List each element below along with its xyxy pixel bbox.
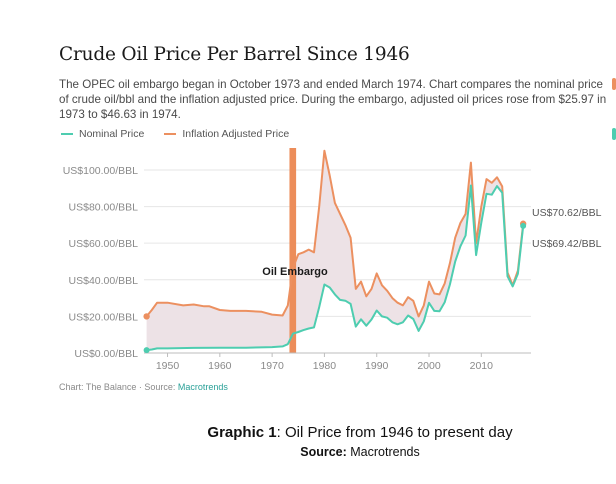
legend-label-adjusted: Inflation Adjusted Price bbox=[182, 128, 290, 140]
edge-marker-teal bbox=[612, 128, 616, 140]
y-tick-label-4: US$80.00/BBL bbox=[69, 202, 139, 214]
start-point-nominal bbox=[143, 347, 150, 354]
chart-subtitle: The OPEC oil embargo began in October 19… bbox=[59, 78, 607, 121]
caption-source-text: Macrotrends bbox=[346, 445, 420, 459]
start-point-adjusted bbox=[143, 313, 150, 320]
caption-text: : Oil Price from 1946 to present day bbox=[276, 424, 513, 441]
embargo-band bbox=[289, 148, 297, 353]
end-label-nominal: US$69.42/BBL bbox=[532, 238, 602, 250]
caption-source-label: Source: bbox=[300, 445, 347, 459]
y-tick-label-3: US$60.00/BBL bbox=[69, 238, 139, 250]
figure-caption-source: Source: Macrotrends bbox=[200, 445, 520, 459]
x-tick-label-1: 1960 bbox=[208, 360, 232, 372]
chart-title: Crude Oil Price Per Barrel Since 1946 bbox=[59, 44, 410, 65]
x-tick-label-5: 2000 bbox=[417, 360, 441, 372]
y-tick-label-5: US$100.00/BBL bbox=[63, 165, 138, 177]
end-label-adjusted: US$70.62/BBL bbox=[532, 207, 602, 219]
x-tick-label-2: 1970 bbox=[260, 360, 284, 372]
x-tick-label-6: 2010 bbox=[470, 360, 494, 372]
chart-source-prefix: Chart: The Balance · Source: bbox=[59, 382, 178, 392]
chart-source: Chart: The Balance · Source: Macrotrends bbox=[59, 382, 228, 392]
end-point-nominal bbox=[520, 222, 527, 229]
x-tick-label-4: 1990 bbox=[365, 360, 389, 372]
y-tick-label-0: US$0.00/BBL bbox=[74, 348, 138, 360]
legend-item-nominal: Nominal Price bbox=[61, 128, 144, 140]
legend-label-nominal: Nominal Price bbox=[79, 128, 145, 140]
legend-swatch-nominal bbox=[61, 133, 73, 135]
x-tick-label-3: 1980 bbox=[313, 360, 337, 372]
gap-area bbox=[146, 150, 524, 351]
chart-legend: Nominal Price Inflation Adjusted Price bbox=[61, 128, 289, 140]
legend-swatch-adjusted bbox=[164, 133, 177, 135]
edge-marker-orange bbox=[612, 78, 616, 90]
x-tick-label-0: 1950 bbox=[156, 360, 180, 372]
source-link[interactable]: Macrotrends bbox=[177, 382, 228, 392]
y-tick-label-2: US$40.00/BBL bbox=[69, 275, 139, 287]
legend-item-adjusted: Inflation Adjusted Price bbox=[164, 128, 289, 140]
caption-label: Graphic 1 bbox=[207, 424, 277, 441]
figure-caption: Graphic 1: Oil Price from 1946 to presen… bbox=[200, 424, 520, 441]
series-line-nominal bbox=[146, 184, 525, 352]
series-line-adjusted bbox=[145, 149, 525, 318]
y-tick-label-1: US$20.00/BBL bbox=[69, 311, 139, 323]
embargo-label: Oil Embargo bbox=[262, 266, 328, 278]
oil-price-chart: US$0.00/BBL US$20.00/BBL US$40.00/BBL US$60… bbox=[63, 148, 602, 372]
